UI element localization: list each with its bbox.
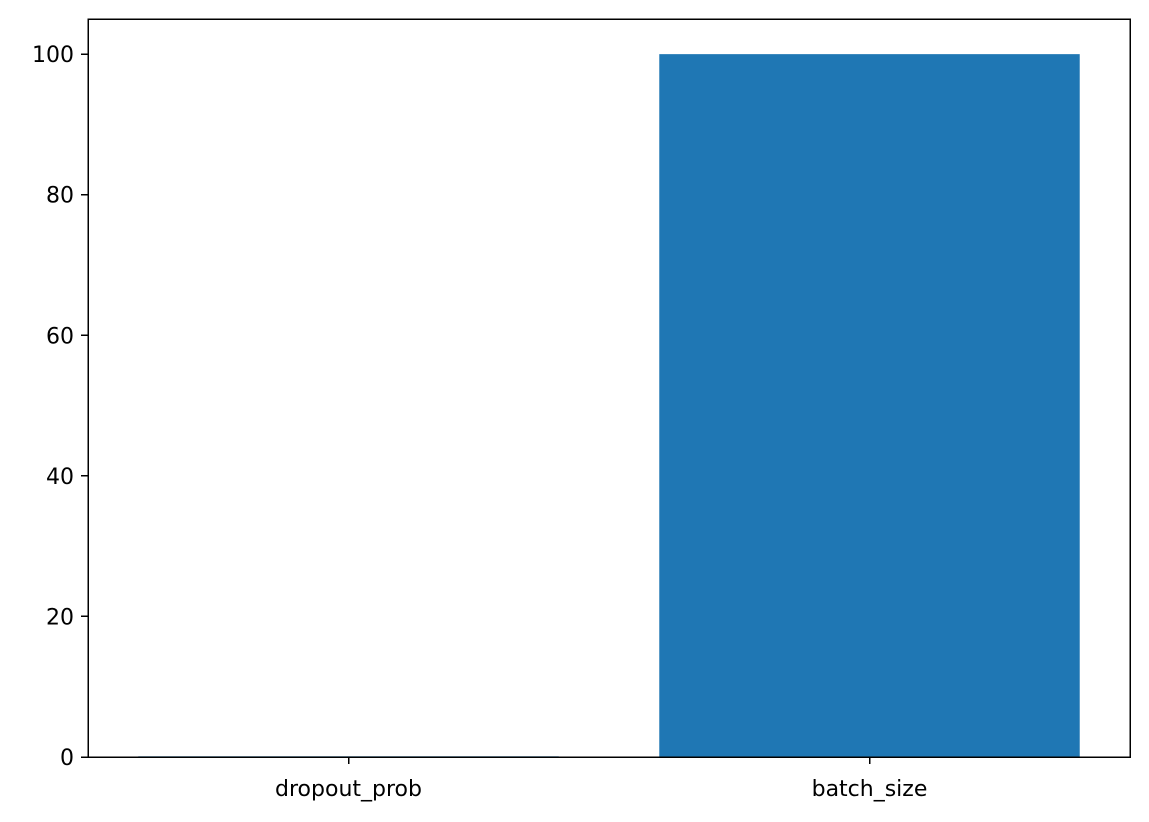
bar-batch-size [659,54,1080,757]
y-tick-label: 80 [46,184,74,209]
y-tick-label: 0 [60,746,74,771]
y-tick-label: 60 [46,324,74,349]
bars-layer [138,54,1080,757]
y-tick-label: 40 [46,465,74,490]
x-axis: dropout_prob batch_size [275,757,927,802]
x-tick-label: batch_size [812,777,928,802]
plot-frame [87,18,1131,758]
y-axis: 0 20 40 60 80 100 [32,43,88,771]
x-tick-label: dropout_prob [275,777,422,802]
y-tick-label: 100 [32,43,74,68]
y-tick-label: 20 [46,605,74,630]
